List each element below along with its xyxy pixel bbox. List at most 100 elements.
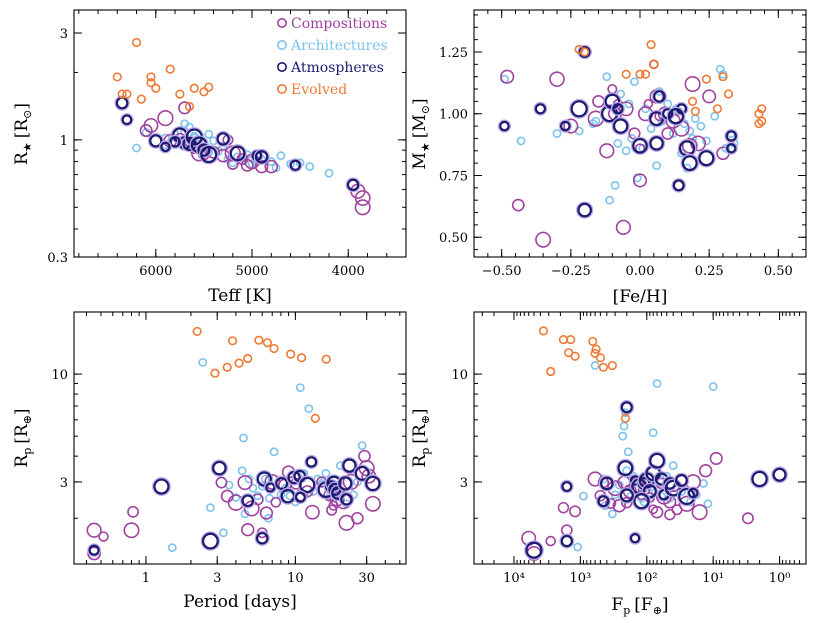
point-atmospheres <box>667 108 685 125</box>
legend-marker-compositions <box>276 17 287 28</box>
point-atmospheres <box>633 493 650 510</box>
point-atmospheres <box>649 452 665 469</box>
point-compositions <box>615 219 632 236</box>
point-atmospheres <box>570 100 588 118</box>
point-architectures <box>652 161 661 171</box>
point-atmospheres-halo <box>336 475 354 492</box>
point-evolved <box>546 366 556 377</box>
point-atmospheres-halo <box>576 201 594 219</box>
point-compositions <box>592 95 605 108</box>
point-atmospheres-halo <box>304 454 319 469</box>
point-evolved <box>175 89 185 99</box>
point-compositions <box>650 505 664 519</box>
point-architectures <box>206 503 215 513</box>
point-compositions <box>545 535 556 547</box>
point-compositions <box>500 69 515 84</box>
point-atmospheres-halo <box>673 472 690 489</box>
point-evolved <box>189 83 199 93</box>
x-tick-label: 10³ <box>569 571 591 586</box>
point-evolved <box>701 74 712 84</box>
point-compositions <box>563 118 579 134</box>
point-atmospheres-halo <box>559 533 575 549</box>
point-architectures <box>702 136 711 146</box>
point-compositions <box>123 522 140 539</box>
point-architectures <box>180 119 190 129</box>
point-evolved <box>590 348 600 358</box>
point-architectures <box>696 121 706 131</box>
point-evolved <box>243 353 253 364</box>
point-evolved <box>757 116 767 126</box>
point-evolved <box>570 351 580 361</box>
point-atmospheres <box>632 138 648 154</box>
point-atmospheres <box>561 481 573 492</box>
y-tick-label: 10 <box>51 368 68 383</box>
point-evolved <box>687 96 698 106</box>
point-evolved <box>310 413 320 423</box>
y-axis-label: Rp[R⊕] <box>410 408 432 467</box>
point-atmospheres-halo <box>619 399 635 415</box>
point-compositions <box>270 496 282 508</box>
y-tick-label: 0.75 <box>439 169 468 184</box>
point-atmospheres <box>212 460 227 476</box>
point-atmospheres-halo <box>288 158 303 173</box>
x-tick-label: 0.50 <box>764 264 793 279</box>
point-atmospheres <box>559 120 571 132</box>
point-compositions <box>535 231 552 248</box>
point-atmospheres <box>254 150 269 164</box>
point-atmospheres <box>597 495 610 508</box>
x-axis-label: Period [days] <box>183 592 296 612</box>
point-atmospheres <box>346 178 360 192</box>
point-evolved <box>574 44 584 55</box>
point-atmospheres-halo <box>616 458 635 478</box>
legend-label-compositions: Compositions <box>291 16 387 32</box>
point-atmospheres <box>751 470 768 488</box>
point-atmospheres-halo <box>524 540 544 561</box>
point-architectures <box>613 138 623 148</box>
point-atmospheres-halo <box>198 144 219 165</box>
point-compositions <box>612 498 626 513</box>
point-compositions <box>354 199 371 216</box>
x-tick-label: 3 <box>213 571 221 586</box>
panel-metallicity-mass: −0.50 −0.25 0.00 0.25 0.50 0.50 0.75 1.00 1.25 [… <box>410 9 807 307</box>
point-atmospheres-halo <box>611 117 630 136</box>
point-architectures <box>132 143 141 153</box>
point-evolved <box>122 89 132 99</box>
x-tick-label: 10 <box>287 571 304 586</box>
point-architectures <box>623 447 633 457</box>
point-architectures <box>619 421 629 431</box>
point-evolved <box>204 82 214 92</box>
point-atmospheres <box>612 103 624 115</box>
point-atmospheres <box>202 532 219 550</box>
point-architectures <box>721 143 731 153</box>
point-architectures <box>602 72 612 82</box>
legend-label-atmospheres: Atmospheres <box>290 60 384 76</box>
point-architectures <box>710 111 720 121</box>
point-atmospheres <box>499 120 510 132</box>
legend: Compositions Architectures Atmospheres E… <box>276 16 388 98</box>
point-atmospheres-halo <box>363 474 382 493</box>
point-architectures <box>244 474 254 484</box>
x-tick-label: −0.50 <box>482 264 522 279</box>
point-evolved <box>184 101 195 112</box>
point-architectures <box>652 379 662 388</box>
point-atmospheres-halo <box>286 469 302 486</box>
panel-flux-radius: 10⁴ 10³ 10² 10¹ 10⁰ 3 10 Fp [F⊕] Rp[R⊕] <box>410 311 807 617</box>
legend-label-architectures: Architectures <box>290 38 388 54</box>
point-compositions <box>351 511 364 525</box>
point-atmospheres-halo <box>628 531 642 545</box>
point-architectures <box>276 151 286 161</box>
point-compositions <box>326 504 338 516</box>
point-atmospheres-halo <box>240 493 256 509</box>
x-tick-label: 6000 <box>139 264 172 279</box>
point-atmospheres-halo <box>158 140 172 154</box>
point-atmospheres-halo <box>253 148 270 165</box>
point-atmospheres-halo <box>340 457 358 475</box>
point-atmospheres-halo <box>632 491 651 511</box>
point-evolved <box>621 69 631 79</box>
point-compositions <box>709 451 723 466</box>
point-atmospheres-halo <box>152 477 171 496</box>
point-evolved <box>227 336 238 346</box>
point-atmospheres <box>169 136 181 148</box>
point-atmospheres-halo <box>297 475 317 495</box>
point-atmospheres <box>675 474 688 487</box>
